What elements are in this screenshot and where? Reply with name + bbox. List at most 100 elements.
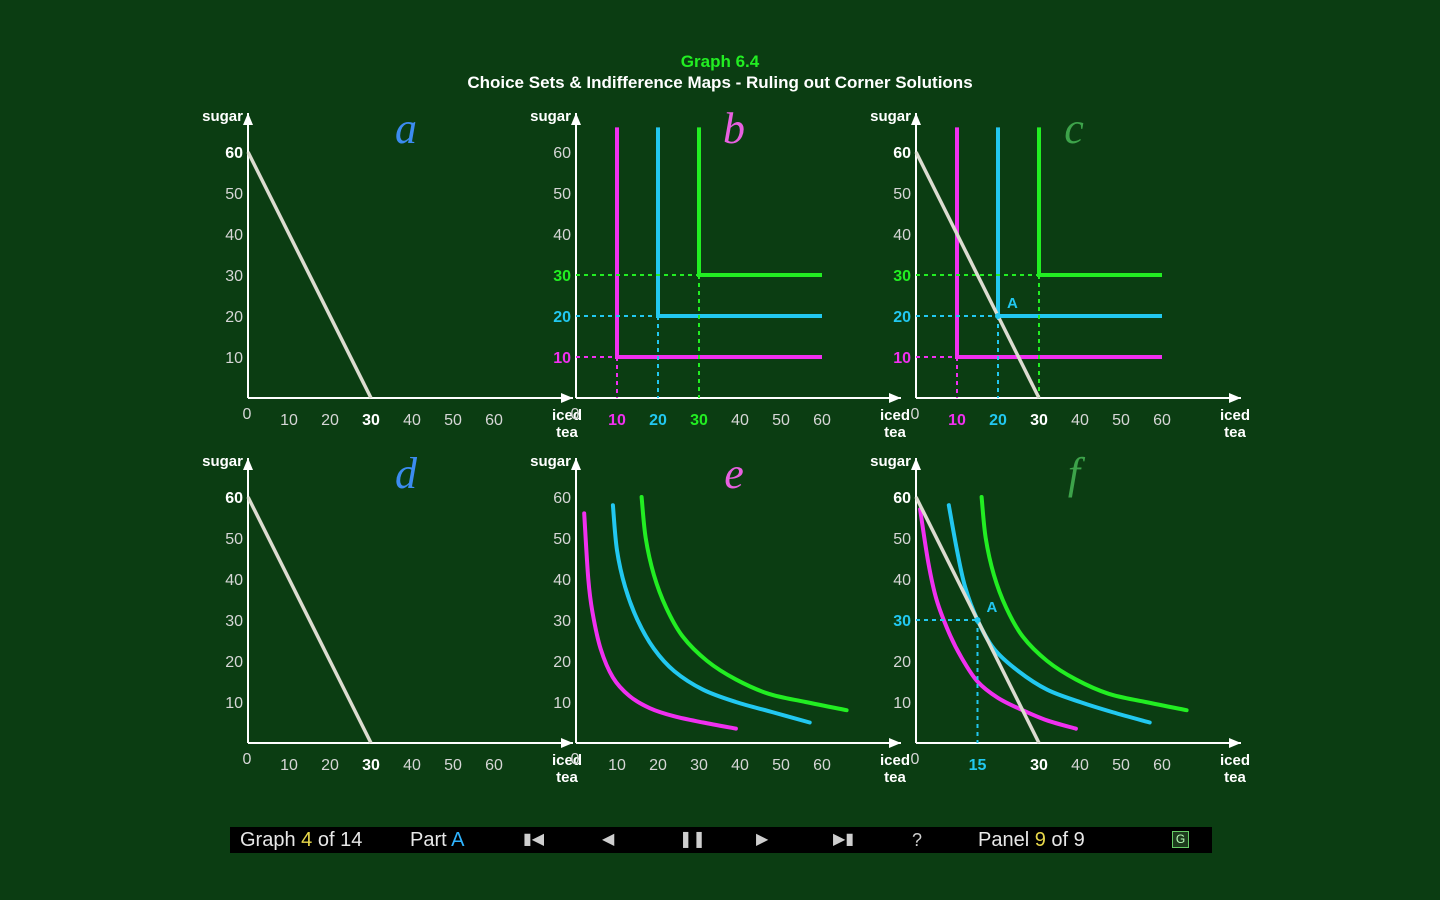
- y-tick-label: 10: [553, 695, 571, 712]
- x-tick-label: 0: [571, 406, 580, 423]
- x-axis-arrow: [889, 738, 901, 748]
- part-prefix: Part: [410, 829, 452, 851]
- x-tick-label: 20: [649, 757, 667, 774]
- x-tick-label: 40: [731, 757, 749, 774]
- step-forward-icon[interactable]: ▶: [756, 831, 769, 848]
- y-tick-label: 20: [553, 654, 571, 671]
- y-tick-label: 60: [893, 145, 911, 162]
- skip-back-icon[interactable]: ▮◀: [523, 831, 545, 848]
- x-tick-label: 40: [403, 412, 421, 429]
- y-tick-label: 30: [893, 268, 911, 285]
- budget-line: [246, 151, 373, 399]
- graph-subtitle: Choice Sets & Indifference Maps - Ruling…: [467, 73, 973, 92]
- x-tick-label: 60: [485, 757, 503, 774]
- panel-letter-a: a: [395, 104, 417, 153]
- y-axis-label: sugar: [530, 453, 571, 470]
- y-tick-label: 50: [553, 186, 571, 203]
- panel-letter-c: c: [1064, 104, 1084, 153]
- y-tick-label: 40: [553, 572, 571, 589]
- graph-menu-button[interactable]: G: [1172, 831, 1189, 848]
- y-tick-label: 50: [893, 186, 911, 203]
- x-tick-label: 0: [243, 751, 252, 768]
- x-axis-label: iced tea: [880, 407, 910, 441]
- x-axis-arrow: [889, 393, 901, 403]
- x-axis-label: iced tea: [1220, 407, 1250, 441]
- graph-counter-prefix: Graph: [240, 829, 302, 851]
- y-tick-label: 20: [553, 309, 571, 326]
- graph-counter-number: 4: [301, 829, 313, 851]
- y-tick-label: 10: [893, 350, 911, 367]
- part-value: A: [451, 829, 465, 851]
- y-tick-label: 40: [893, 572, 911, 589]
- y-tick-label: 10: [553, 350, 571, 367]
- chart-panel-d: d sugar iced tea 10 20 30 40 50 60 0 10 20 30 40 50 60: [202, 449, 582, 786]
- x-tick-label: 60: [1153, 412, 1171, 429]
- panel-letter-e: e: [724, 449, 744, 498]
- graph-counter: Graph 4 of 14: [240, 828, 362, 852]
- panel-counter-number: 9: [1034, 829, 1046, 851]
- chart-panel-c: c sugar iced tea 10 20 30 40 50 60 0 10 20 30 40 50 60 A: [870, 104, 1250, 441]
- indifference-curve-cyan: [996, 127, 1162, 318]
- panel-letter-b: b: [723, 104, 745, 153]
- panel-counter-prefix: Panel: [978, 829, 1035, 851]
- y-tick-label: 40: [893, 227, 911, 244]
- x-tick-label: 10: [608, 412, 626, 429]
- chart-panel-b: b sugar iced tea 10 20 30 40 50 60 0 10 20 30 40 50 60: [530, 104, 910, 441]
- indifference-curve-green: [639, 495, 849, 713]
- x-tick-label: 15: [969, 757, 987, 774]
- y-tick-label: 50: [225, 186, 243, 203]
- x-tick-label: 40: [1071, 757, 1089, 774]
- x-tick-label: 50: [772, 757, 790, 774]
- x-tick-label: 40: [1071, 412, 1089, 429]
- y-tick-label: 20: [225, 309, 243, 326]
- budget-line: [246, 496, 373, 744]
- y-axis-label: sugar: [202, 453, 243, 470]
- y-tick-label: 60: [225, 490, 243, 507]
- y-axis-label: sugar: [870, 108, 911, 125]
- x-tick-label: 60: [813, 757, 831, 774]
- y-tick-label: 40: [553, 227, 571, 244]
- pause-icon[interactable]: ❚❚: [679, 831, 706, 848]
- y-tick-label: 60: [553, 145, 571, 162]
- y-axis-arrow: [571, 458, 581, 470]
- y-axis-label: sugar: [202, 108, 243, 125]
- chart-panel-f: f sugar iced tea 10 20 30 40 50 60 0 30 40 50 60 15 A: [870, 449, 1250, 786]
- y-tick-label: 60: [225, 145, 243, 162]
- x-tick-label: 30: [690, 757, 708, 774]
- chart-panel-e: e sugar iced tea 10 20 30 40 50 60 0 10 20 30 40 50 60: [530, 449, 910, 786]
- step-back-icon[interactable]: ◀: [602, 831, 615, 848]
- x-tick-label: 50: [1112, 412, 1130, 429]
- x-tick-label: 20: [649, 412, 667, 429]
- panel-letter-f: f: [1068, 449, 1086, 498]
- navigation-bar: Graph 4 of 14 Part A ▮◀ ◀ ❚❚ ▶ ▶▮ ? Pane…: [230, 827, 1212, 853]
- y-tick-label: 20: [893, 654, 911, 671]
- indifference-curve-cyan: [656, 127, 822, 318]
- x-tick-label: 30: [1030, 412, 1048, 429]
- y-tick-label: 50: [893, 531, 911, 548]
- x-tick-label: 0: [243, 406, 252, 423]
- indifference-curve-cyan: [946, 503, 1152, 725]
- graph-title: Graph 6.4: [680, 52, 760, 71]
- optimal-point: [995, 313, 1001, 319]
- y-axis-arrow: [243, 458, 253, 470]
- x-axis-arrow: [1229, 393, 1241, 403]
- y-axis-label: sugar: [870, 453, 911, 470]
- panel-counter: Panel 9 of 9: [978, 828, 1085, 852]
- graph-counter-suffix: of 14: [312, 829, 363, 851]
- optimal-point: [974, 617, 981, 623]
- x-tick-label: 30: [690, 412, 708, 429]
- x-tick-label: 20: [989, 412, 1007, 429]
- x-tick-label: 30: [362, 412, 380, 429]
- y-tick-label: 50: [553, 531, 571, 548]
- skip-forward-icon[interactable]: ▶▮: [833, 831, 855, 848]
- y-tick-label: 10: [225, 350, 243, 367]
- y-tick-label: 40: [225, 227, 243, 244]
- indifference-curve-magenta: [955, 127, 1162, 359]
- x-tick-label: 30: [362, 757, 380, 774]
- y-tick-label: 60: [553, 490, 571, 507]
- help-button[interactable]: ?: [912, 830, 923, 850]
- point-label: A: [1007, 295, 1018, 312]
- y-tick-label: 20: [225, 654, 243, 671]
- y-tick-label: 30: [553, 613, 571, 630]
- y-tick-label: 10: [893, 695, 911, 712]
